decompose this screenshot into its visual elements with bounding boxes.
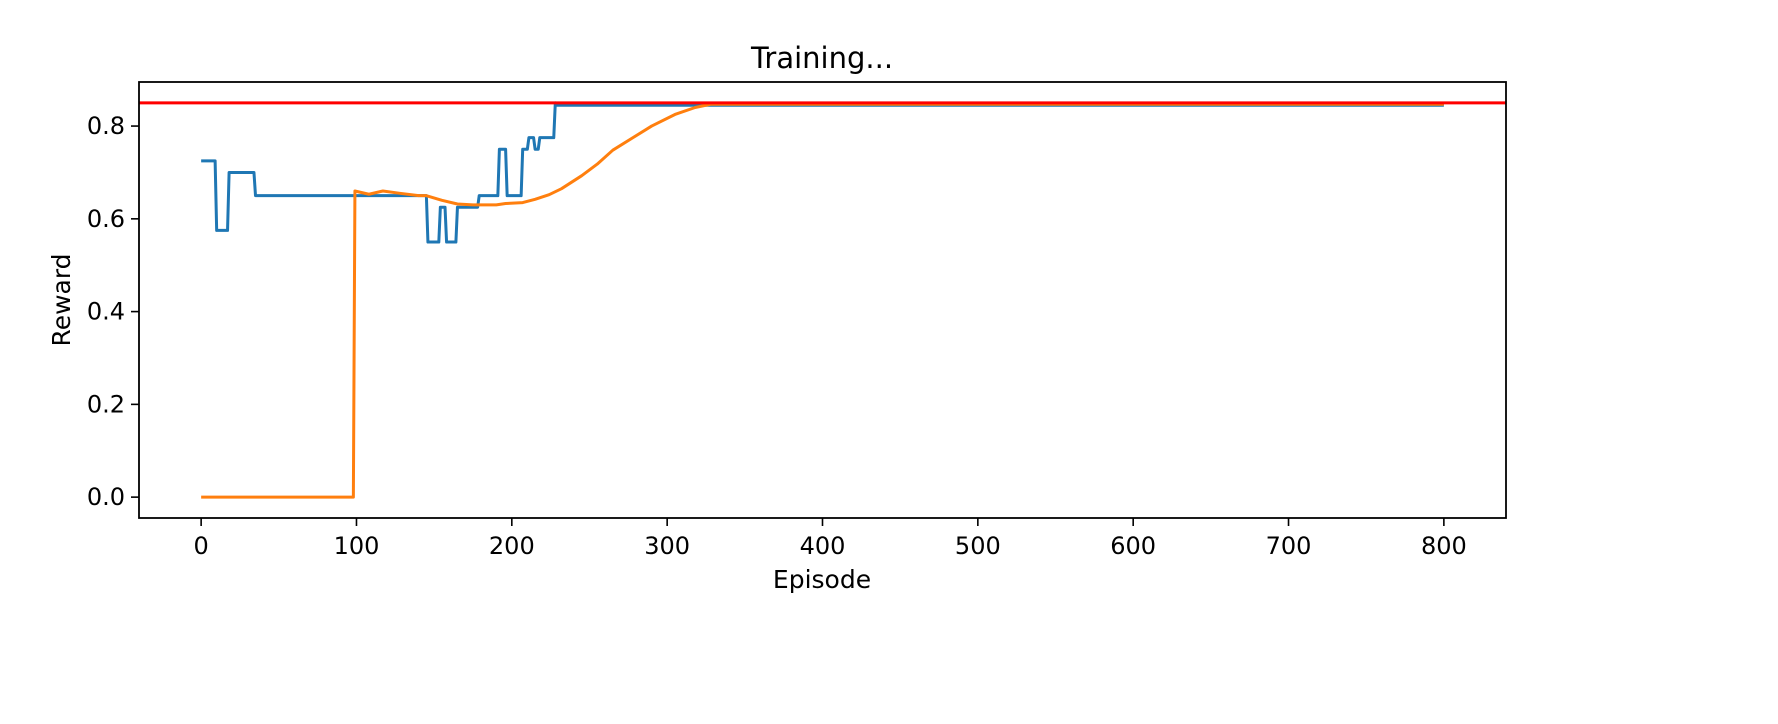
y-tick-label: 0.8 [87, 112, 125, 140]
x-tick-label: 0 [193, 532, 208, 560]
series-line-2 [201, 102, 1444, 499]
x-tick-label: 100 [334, 532, 380, 560]
x-tick-label: 600 [1110, 532, 1156, 560]
x-tick-label: 500 [955, 532, 1001, 560]
y-tick-label: 0.4 [87, 298, 125, 326]
y-tick-label: 0.6 [87, 205, 125, 233]
x-tick-label: 400 [800, 532, 846, 560]
plot-frame [138, 81, 1507, 519]
y-axis-label: Reward [47, 253, 76, 346]
y-tick-label: 0.2 [87, 390, 125, 418]
y-tick-label: 0.0 [87, 483, 125, 511]
y-axis: 0.0 0.2 0.4 0.6 0.8 [87, 112, 139, 511]
x-tick-label: 800 [1421, 532, 1467, 560]
x-tick-label: 200 [489, 532, 535, 560]
x-axis: 0 100 200 300 400 500 600 700 800 [193, 518, 1467, 560]
x-tick-label: 700 [1266, 532, 1312, 560]
series-line-1 [201, 101, 1444, 244]
chart-title: Training... [750, 41, 893, 75]
x-axis-label: Episode [773, 565, 871, 594]
x-tick-label: 300 [644, 532, 690, 560]
